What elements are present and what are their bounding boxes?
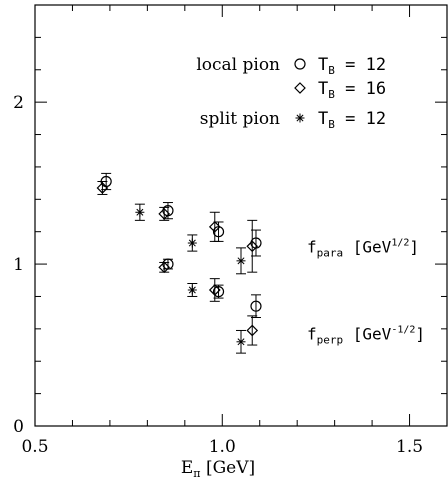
circle-marker <box>212 226 225 238</box>
burst-stroke <box>188 286 196 294</box>
y-tick-label: 1 <box>13 255 24 275</box>
x-tick-label: 1.0 <box>209 437 236 457</box>
data-point-diamond <box>208 211 221 242</box>
x-axis-label-sub: π <box>193 467 200 480</box>
burst-marker-group <box>135 207 145 217</box>
burst-stroke <box>296 114 304 122</box>
burst-marker-group <box>187 285 197 295</box>
x-axis-label: Eπ [GeV] <box>181 458 255 480</box>
diamond-marker-group <box>246 324 259 337</box>
data-point-diamond <box>158 261 171 274</box>
legend-marker-circle <box>294 58 306 70</box>
diamond-marker <box>246 240 259 253</box>
annotation-f-para: fpara [GeV1/2] <box>307 237 419 259</box>
data-point-burst <box>236 247 246 275</box>
burst-marker-group <box>236 337 246 347</box>
diamond-marker-group <box>246 240 259 253</box>
x-axis-label-unit: [GeV] <box>206 458 255 478</box>
x-tick-label: 0.5 <box>21 437 48 457</box>
data-point-diamond <box>246 219 259 273</box>
diamond-marker-group <box>208 284 221 296</box>
x-tick-label: 1.5 <box>396 437 423 457</box>
axis-tick-labels: 0.5 1.0 1.5 0 1 2 <box>13 93 423 457</box>
legend-label-2: TB = 12 <box>318 109 386 131</box>
data-point-burst <box>134 203 145 221</box>
diamond-marker <box>158 261 171 274</box>
x-axis-label-main: E <box>181 458 193 478</box>
diamond-marker-group <box>208 220 221 233</box>
diamond-marker-group <box>158 208 171 220</box>
legend-group-local: local pion <box>196 55 280 75</box>
data-point-diamond <box>246 315 259 346</box>
circle-marker-group <box>212 286 225 298</box>
legend-group-split: split pion <box>200 109 280 129</box>
diamond-marker <box>158 208 171 220</box>
diamond-marker-group <box>158 261 171 274</box>
legend-diamond-symbol <box>294 82 306 94</box>
diamond-marker-group <box>96 182 109 194</box>
data-point-diamond <box>96 180 109 195</box>
y-tick-label: 0 <box>13 417 24 437</box>
burst-marker-group <box>236 256 246 266</box>
circle-marker <box>294 58 306 70</box>
circle-marker <box>250 300 262 312</box>
legend-marker-diamond <box>294 82 306 94</box>
y-tick-label: 2 <box>13 93 24 113</box>
legend-circle-symbol <box>294 58 306 70</box>
burst-stroke <box>237 257 245 265</box>
legend-burst-symbol <box>295 113 305 123</box>
data-point-circle <box>250 294 262 319</box>
diamond-marker <box>294 82 306 94</box>
legend-label-0: TB = 12 <box>318 55 386 77</box>
legend: local pion TB = 12 TB = 16 split pion TB… <box>196 55 386 131</box>
diamond-marker <box>246 324 259 337</box>
circle-marker-group <box>250 300 262 312</box>
burst-stroke <box>136 208 144 216</box>
diamond-marker <box>96 182 109 194</box>
burst-marker-group <box>187 238 197 248</box>
annotation-f-perp: fperp [GeV-1/2] <box>307 325 425 347</box>
data-point-burst <box>187 234 198 252</box>
diamond-marker <box>208 284 221 296</box>
data-point-diamond <box>208 278 221 302</box>
circle-marker-group <box>212 226 225 238</box>
legend-label-1: TB = 16 <box>318 79 386 101</box>
legend-marker-burst <box>295 113 305 123</box>
data-point-burst <box>236 329 246 354</box>
burst-stroke <box>188 239 196 247</box>
data-points <box>96 172 262 354</box>
data-point-burst <box>187 283 198 297</box>
data-point-diamond <box>158 206 171 221</box>
plot-frame <box>34 4 448 427</box>
circle-marker <box>212 286 225 298</box>
axis-ticks <box>34 4 448 427</box>
burst-stroke <box>237 338 245 346</box>
diamond-marker <box>208 220 221 233</box>
